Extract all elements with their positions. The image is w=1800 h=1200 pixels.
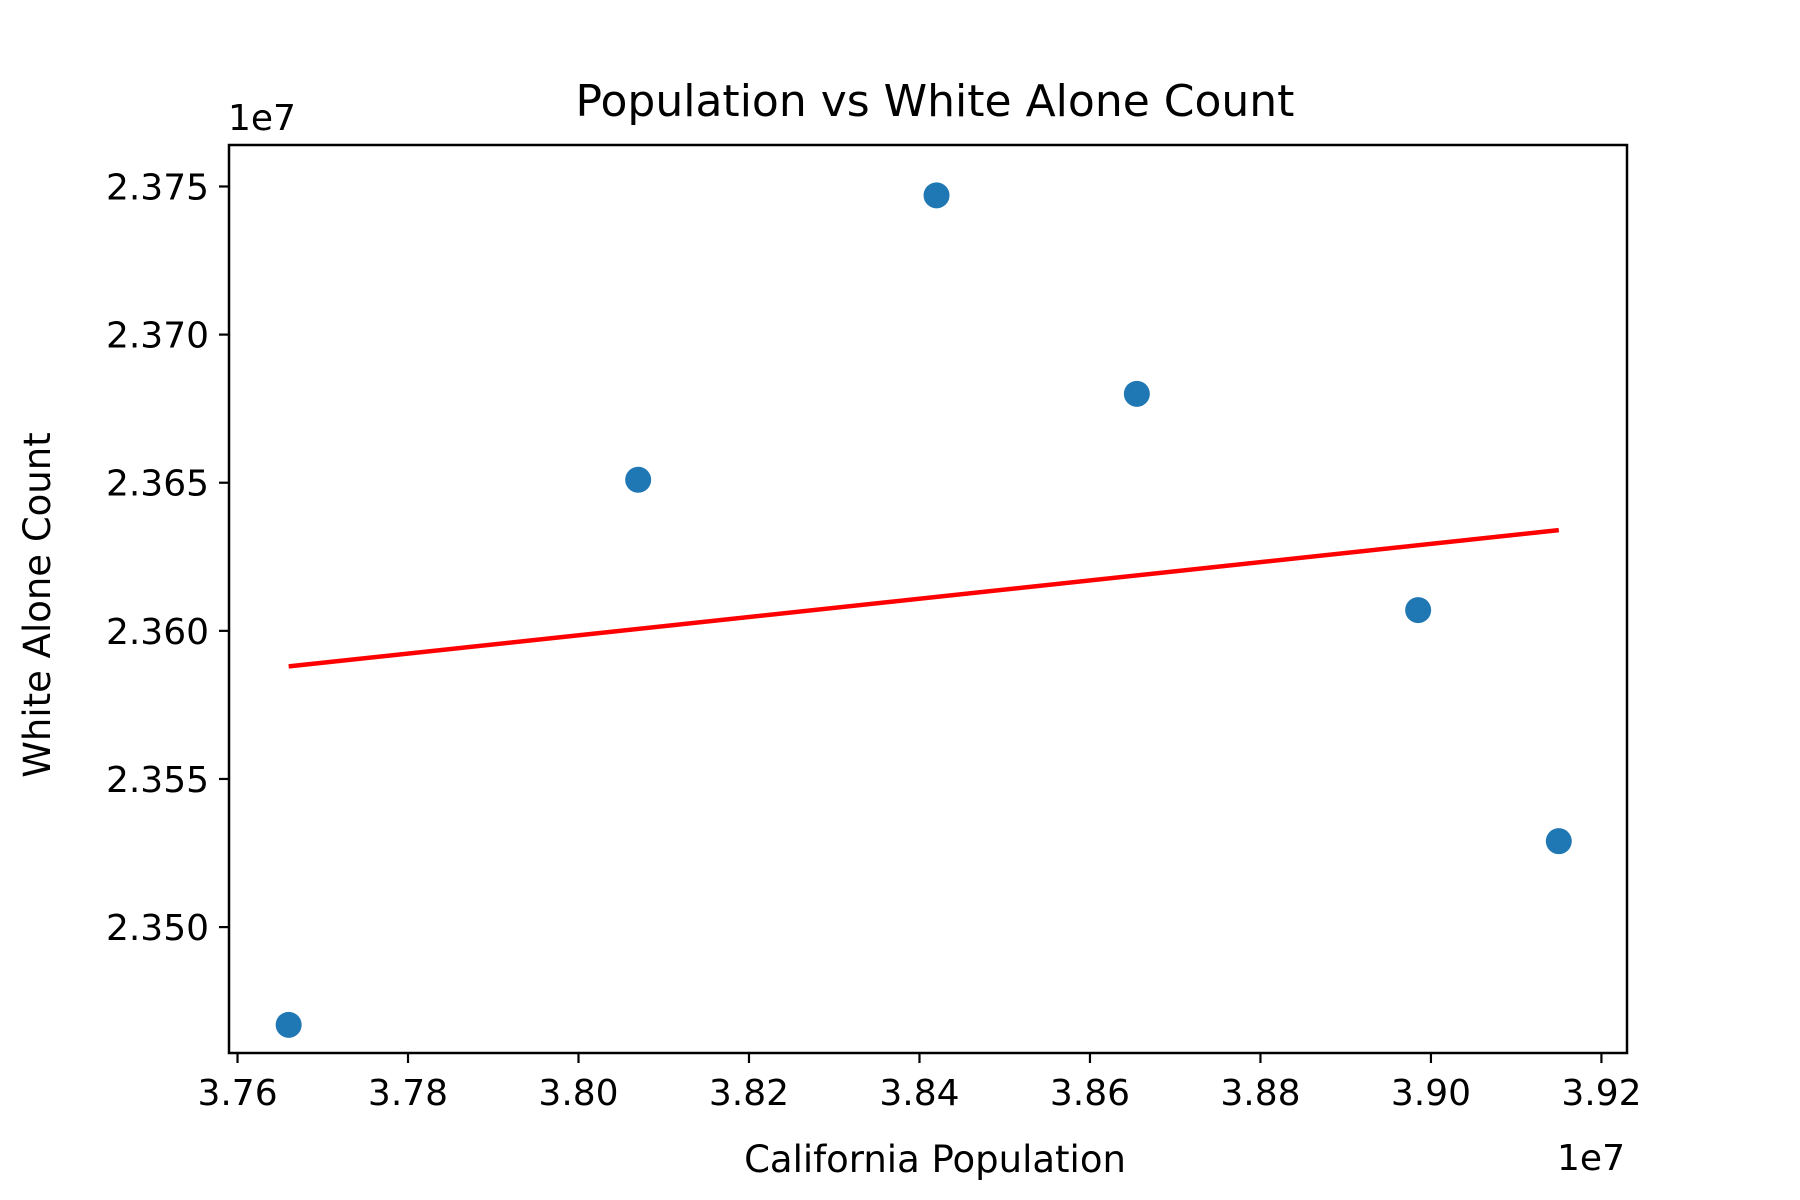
y-tick-label: 2.350 — [106, 908, 209, 949]
x-tick-label: 3.90 — [1391, 1073, 1471, 1114]
chart-title: Population vs White Alone Count — [576, 76, 1295, 127]
y-tick-label: 2.365 — [106, 464, 209, 505]
plot-area-frame — [227, 143, 1629, 1055]
scatter-point — [923, 182, 950, 209]
x-tick-label: 3.78 — [368, 1073, 448, 1114]
scatter-point — [275, 1011, 302, 1038]
tick-layer: 3.76 3.78 3.80 3.82 3.84 3.86 3.88 3.90 3.92 2.35… — [106, 167, 1642, 1114]
x-tick-label: 3.80 — [538, 1073, 618, 1114]
fit-line — [288, 527, 1560, 669]
y-axis-label: White Alone Count — [16, 432, 59, 777]
x-tick-label: 3.82 — [709, 1073, 789, 1114]
x-tick-label: 3.88 — [1220, 1073, 1300, 1114]
scatter-point — [1405, 597, 1432, 624]
y-tick-label: 2.360 — [106, 612, 209, 653]
x-axis-label: California Population — [744, 1138, 1126, 1181]
y-tick-label: 2.355 — [106, 760, 209, 801]
x-tick-label: 3.86 — [1050, 1073, 1130, 1114]
y-tick-label: 2.370 — [106, 316, 209, 357]
x-tick-label: 3.76 — [197, 1073, 277, 1114]
y-axis-offset-label: 1e7 — [228, 98, 296, 139]
y-tick-label: 2.375 — [106, 167, 209, 208]
scatter-point — [1123, 380, 1150, 407]
scatter-point — [625, 466, 652, 493]
x-tick-label: 3.84 — [879, 1073, 959, 1114]
x-axis-offset-label: 1e7 — [1557, 1138, 1625, 1179]
x-tick-label: 3.92 — [1561, 1073, 1641, 1114]
scatter-point — [1545, 828, 1572, 855]
mark-layer — [275, 182, 1572, 1038]
